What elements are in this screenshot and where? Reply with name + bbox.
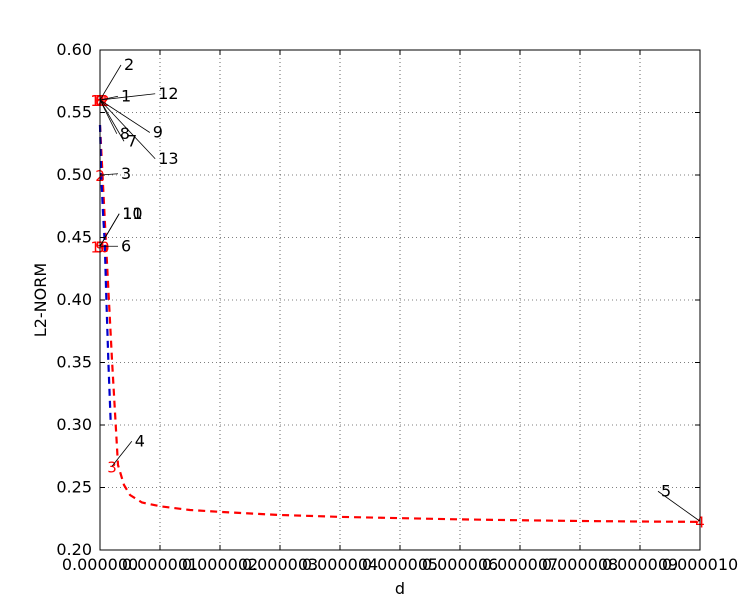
annotation-leader-line: [99, 99, 151, 133]
x-tick-label: 0.000008: [542, 555, 618, 574]
series-line-1: [98, 124, 701, 523]
annotation-leader-line: [111, 441, 133, 467]
x-tick-label: 0.000003: [242, 555, 318, 574]
y-tick-label: 0.20: [56, 540, 92, 559]
y-tick-label: 0.35: [56, 353, 92, 372]
annotation-label: 2: [124, 55, 134, 74]
y-tick-label: 0.45: [56, 228, 92, 247]
y-tick-label: 0.40: [56, 290, 92, 309]
y-tick-label: 0.55: [56, 103, 92, 122]
annotation-leader-line: [99, 64, 122, 101]
annotation-label: 12: [158, 84, 178, 103]
annotation-leader-line: [99, 93, 156, 101]
x-tick-label: 0.000001: [122, 555, 198, 574]
annotation-leader-line: [99, 99, 156, 160]
annotation-label: 11: [122, 204, 142, 223]
y-tick-label: 0.60: [56, 40, 92, 59]
x-tick-label: 0.000007: [482, 555, 558, 574]
annotation-leader-line: [99, 99, 125, 142]
x-tick-label: 0.000010: [662, 555, 738, 574]
y-tick-label: 0.30: [56, 415, 92, 434]
annotation-label: 4: [135, 431, 145, 450]
y-tick-label: 0.25: [56, 478, 92, 497]
annotation-label: 10: [122, 204, 142, 223]
annotation-label: 1: [121, 86, 131, 105]
x-tick-label: 0.000006: [422, 555, 498, 574]
annotation-label: 13: [158, 149, 178, 168]
annotation-leader-line: [99, 213, 120, 247]
x-tick-label: 0.000004: [302, 555, 378, 574]
x-tick-label: 0.000002: [182, 555, 258, 574]
grid-layer: [99, 49, 701, 551]
axis-layer: 0.0000000.0000010.0000020.0000030.000004…: [56, 40, 738, 574]
y-axis-label: L2-NORM: [31, 263, 50, 337]
x-tick-label: 0.000005: [362, 555, 438, 574]
y-tick-label: 0.50: [56, 165, 92, 184]
annotation-label: 6: [121, 236, 131, 255]
annotation-label: 9: [153, 123, 163, 142]
x-tick-label: 0.000009: [602, 555, 678, 574]
marker-label: 3: [107, 458, 117, 476]
x-tick-label: 0.000000: [62, 555, 138, 574]
annotation-label: 3: [121, 164, 131, 183]
x-axis-label: d: [395, 579, 405, 598]
annotation-leader-line: [657, 490, 701, 522]
annotation-label: 8: [120, 124, 130, 143]
annotation-label: 5: [661, 481, 671, 500]
annotation-label: 7: [127, 131, 137, 150]
annotation-leader-line: [99, 173, 119, 176]
annotation-leader-line: [99, 99, 118, 134]
